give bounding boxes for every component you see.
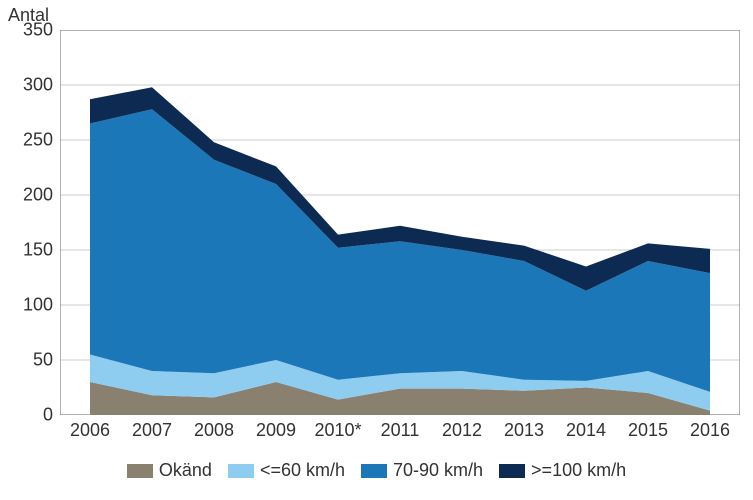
x-tick-label: 2007	[132, 420, 172, 441]
y-tick-label: 150	[23, 240, 53, 261]
x-tick-label: 2013	[504, 420, 544, 441]
legend-swatch	[127, 464, 153, 478]
plot-area	[60, 30, 740, 415]
x-tick-label: 2012	[442, 420, 482, 441]
y-tick-label: 200	[23, 185, 53, 206]
chart-container: Antal 050100150200250300350 200620072008…	[0, 0, 753, 500]
y-tick-label: 300	[23, 75, 53, 96]
legend-label: Okänd	[159, 460, 212, 481]
y-tick-label: 0	[43, 405, 53, 426]
legend-item: >=100 km/h	[499, 460, 626, 481]
x-tick-label: 2010*	[314, 420, 361, 441]
y-tick-label: 50	[33, 350, 53, 371]
y-tick-label: 100	[23, 295, 53, 316]
x-tick-label: 2011	[381, 420, 420, 441]
legend-item: 70-90 km/h	[361, 460, 483, 481]
y-tick-label: 250	[23, 130, 53, 151]
area-series	[90, 109, 710, 392]
legend-label: >=100 km/h	[531, 460, 626, 481]
x-tick-label: 2008	[194, 420, 234, 441]
legend-swatch	[228, 464, 254, 478]
legend-swatch	[361, 464, 387, 478]
x-tick-label: 2006	[70, 420, 110, 441]
x-tick-label: 2014	[566, 420, 606, 441]
y-tick-label: 350	[23, 20, 53, 41]
x-tick-label: 2015	[628, 420, 668, 441]
legend-item: <=60 km/h	[228, 460, 345, 481]
legend-label: <=60 km/h	[260, 460, 345, 481]
legend-swatch	[499, 464, 525, 478]
x-tick-label: 2009	[256, 420, 296, 441]
legend-item: Okänd	[127, 460, 212, 481]
legend-label: 70-90 km/h	[393, 460, 483, 481]
legend: Okänd <=60 km/h 70-90 km/h >=100 km/h	[0, 460, 753, 483]
x-tick-label: 2016	[690, 420, 730, 441]
